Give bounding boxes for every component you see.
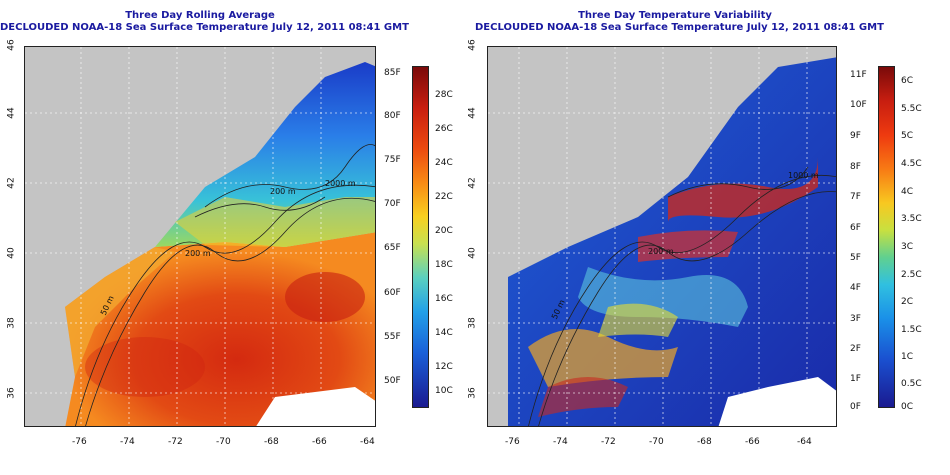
left-cbar-c-label: 24C	[435, 158, 453, 168]
right-lat-tick: 42	[467, 177, 478, 189]
left-cbar-c-label: 20C	[435, 226, 453, 236]
left-map-graphic	[25, 47, 375, 426]
right-lon-tick: -68	[697, 437, 712, 447]
left-panel: Three Day Rolling Average DECLOUDED NOAA…	[0, 10, 453, 447]
right-cbar-c-label: 5.5C	[901, 104, 922, 114]
left-lat-tick: 46	[6, 39, 17, 51]
left-cbar-f-label: 50F	[384, 376, 401, 386]
right-lon-tick: -70	[649, 437, 664, 447]
right-subtitle: DECLOUDED NOAA-18 Sea Surface Temperatur…	[475, 22, 884, 33]
right-cbar-c-label: 1C	[901, 352, 914, 362]
left-cbar-f-label: 55F	[384, 332, 401, 342]
right-cbar-f-label: 10F	[850, 100, 867, 110]
right-lon-tick: -66	[745, 437, 760, 447]
right-lat-tick: 36	[467, 387, 478, 399]
right-contour-label-2: 1000 m	[788, 171, 819, 180]
right-variability-map: 200 m 1000 m 50 m	[487, 46, 837, 427]
right-contour-label-1: 200 m	[648, 247, 674, 256]
right-cbar-c-label: 3C	[901, 242, 914, 252]
left-cbar-c-label: 28C	[435, 90, 453, 100]
right-cbar-c-label: 2C	[901, 297, 914, 307]
left-cbar-c-label: 12C	[435, 362, 453, 372]
left-cbar-f-label: 70F	[384, 199, 401, 209]
right-cbar-c-label: 3.5C	[901, 214, 922, 224]
right-cbar-f-label: 3F	[850, 314, 861, 324]
right-panel: Three Day Temperature Variability DECLOU…	[468, 0, 950, 475]
right-cbar-c-label: 0.5C	[901, 379, 922, 389]
left-lon-tick: -72	[168, 437, 183, 447]
left-cbar-c-label: 18C	[435, 260, 453, 270]
right-land	[488, 47, 768, 426]
right-lon-tick: -72	[601, 437, 616, 447]
left-lat-tick: 40	[6, 247, 17, 259]
left-lon-tick: -64	[360, 437, 375, 447]
left-lon-tick: -74	[120, 437, 135, 447]
right-lat-tick: 46	[467, 39, 478, 51]
right-cbar-f-label: 9F	[850, 131, 861, 141]
right-cbar-c-label: 4.5C	[901, 159, 922, 169]
right-map-graphic	[488, 47, 836, 426]
right-high-variability	[668, 157, 818, 222]
left-contour-label-1: 200 m	[185, 249, 211, 258]
right-cbar-f-label: 1F	[850, 374, 861, 384]
right-cbar-c-label: 4C	[901, 187, 914, 197]
right-colorbar	[878, 66, 895, 408]
right-cbar-f-label: 2F	[850, 344, 861, 354]
left-sst-map: 200 m 2000 m 200 m 50 m	[24, 46, 376, 427]
left-lat-tick: 36	[6, 387, 17, 399]
right-cbar-f-label: 5F	[850, 253, 861, 263]
right-cbar-f-label: 0F	[850, 402, 861, 412]
left-cbar-c-label: 22C	[435, 192, 453, 202]
left-subtitle: DECLOUDED NOAA-18 Sea Surface Temperatur…	[0, 22, 409, 33]
right-cbar-f-label: 11F	[850, 70, 867, 80]
right-lat-tick: 38	[467, 317, 478, 329]
right-lon-tick: -76	[505, 437, 520, 447]
right-cbar-c-label: 5C	[901, 131, 914, 141]
left-cbar-f-label: 85F	[384, 68, 401, 78]
left-cbar-c-label: 16C	[435, 294, 453, 304]
left-cbar-f-label: 60F	[384, 288, 401, 298]
left-lon-tick: -68	[264, 437, 279, 447]
left-cool-water	[155, 62, 375, 247]
left-cbar-f-label: 75F	[384, 155, 401, 165]
left-lon-tick: -70	[216, 437, 231, 447]
right-lat-tick: 44	[467, 107, 478, 119]
right-cbar-c-label: 0C	[901, 402, 914, 412]
right-cbar-f-label: 7F	[850, 192, 861, 202]
left-lat-tick: 42	[6, 177, 17, 189]
right-cbar-f-label: 8F	[850, 162, 861, 172]
right-cbar-c-label: 2.5C	[901, 270, 922, 280]
right-cbar-f-label: 4F	[850, 283, 861, 293]
left-cbar-c-label: 26C	[435, 124, 453, 134]
right-cbar-c-label: 6C	[901, 76, 914, 86]
right-title: Three Day Temperature Variability	[578, 10, 772, 21]
left-contour-label-2: 2000 m	[325, 179, 356, 188]
left-cbar-f-label: 65F	[384, 243, 401, 253]
left-cbar-c-label: 14C	[435, 328, 453, 338]
right-cbar-c-label: 1.5C	[901, 325, 922, 335]
right-lon-tick: -74	[553, 437, 568, 447]
right-lat-tick: 40	[467, 247, 478, 259]
left-cbar-c-label: 10C	[435, 386, 453, 396]
right-cbar-f-label: 6F	[850, 223, 861, 233]
left-lon-tick: -76	[72, 437, 87, 447]
left-lon-tick: -66	[312, 437, 327, 447]
left-lat-tick: 44	[6, 107, 17, 119]
left-land	[25, 47, 325, 426]
left-cbar-f-label: 80F	[384, 111, 401, 121]
left-contour-label-3: 200 m	[270, 187, 296, 196]
right-lon-tick: -64	[797, 437, 812, 447]
left-lat-tick: 38	[6, 317, 17, 329]
left-colorbar	[412, 66, 429, 408]
left-title: Three Day Rolling Average	[125, 10, 275, 21]
